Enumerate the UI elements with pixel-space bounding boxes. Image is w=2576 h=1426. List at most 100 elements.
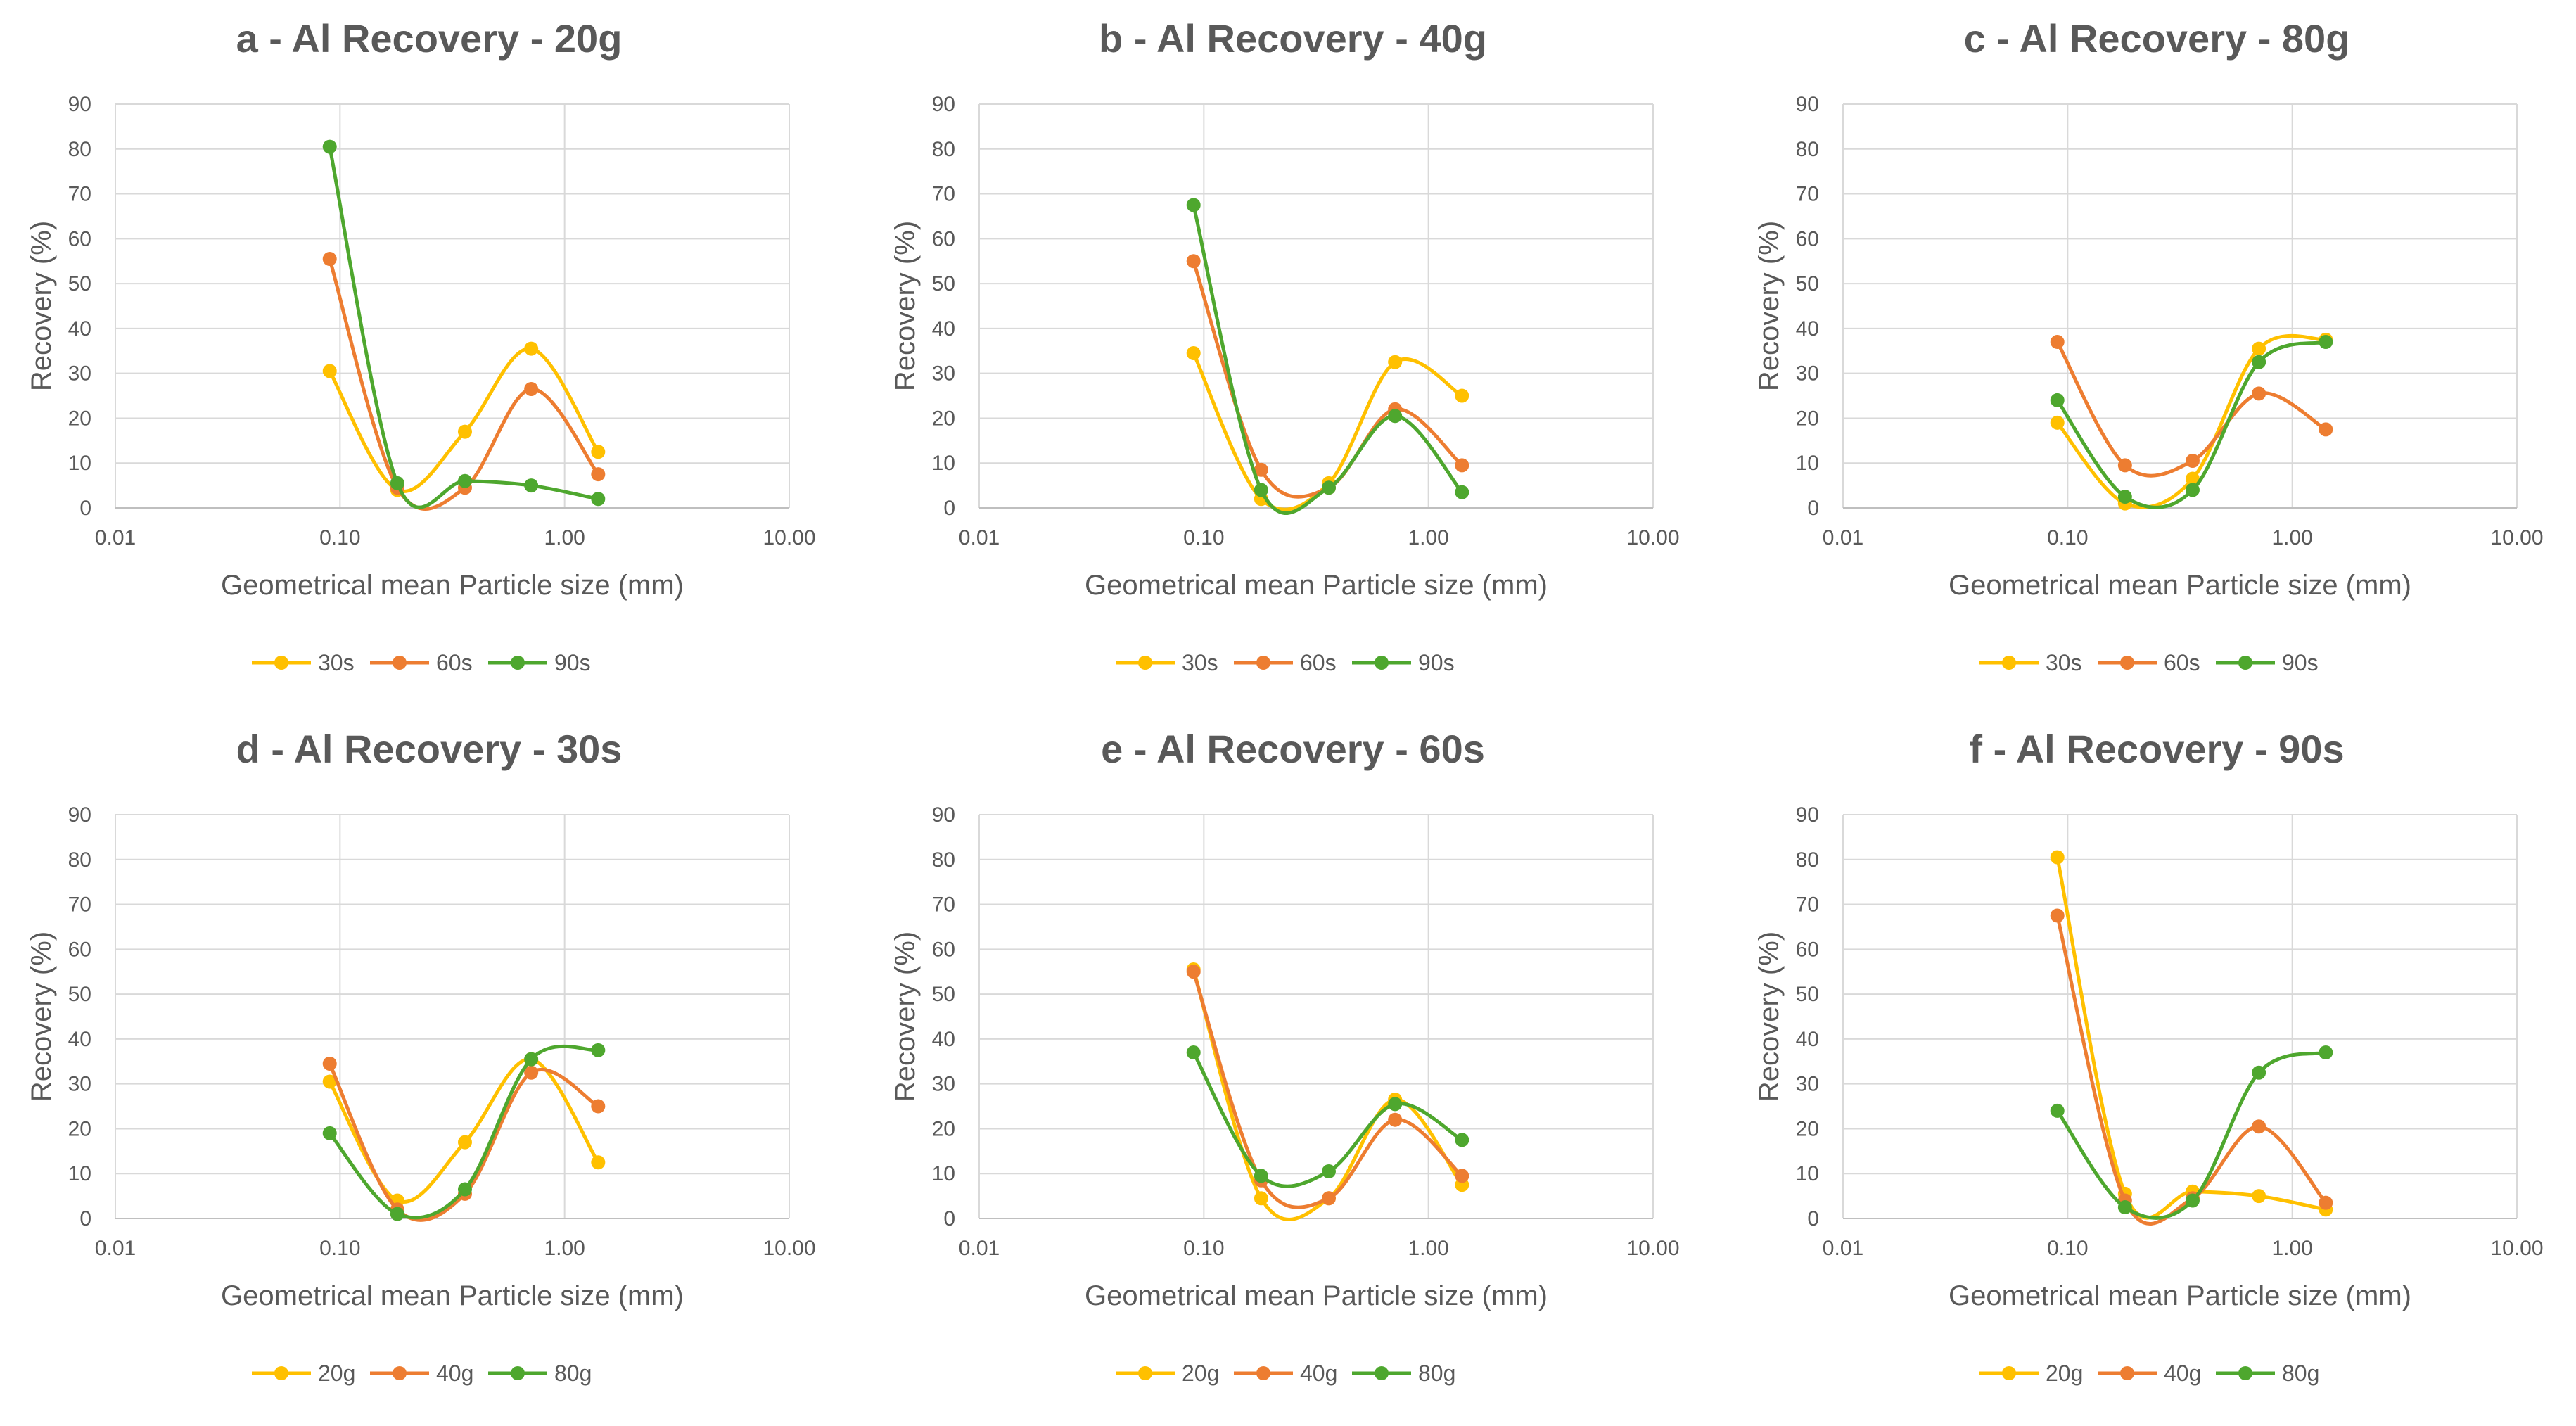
legend: 20g 40g 80g: [1116, 1361, 1455, 1386]
y-tick-label: 80: [1796, 848, 1819, 872]
chart-svg: 0 10 20 30 40 50 60 70 80 90 0.01 0.10 1.00 10.00 Geom…: [26, 93, 816, 675]
y-axis-label: Recovery (%): [26, 931, 57, 1102]
y-tick-label: 80: [68, 138, 91, 161]
data-point: [2117, 458, 2132, 473]
data-point: [2252, 1189, 2266, 1204]
data-point: [1254, 1191, 1268, 1206]
x-axis-label: Geometrical mean Particle size (mm): [1085, 570, 1548, 601]
x-tick-label: 1.00: [1408, 526, 1448, 549]
chart-panel-b: b - Al Recovery - 40g 0 10 20 30 40 50 60 70 80 9…: [864, 0, 1722, 704]
y-tick-label: 10: [932, 452, 955, 475]
y-tick-label: 30: [932, 1073, 955, 1096]
chart-title: f - Al Recovery - 90s: [1969, 727, 2345, 771]
series-line: [1192, 259, 1464, 499]
y-axis-label: Recovery (%): [890, 221, 921, 391]
chart-svg: 0 10 20 30 40 50 60 70 80 90 0.01 0.10 1.00 10.00 Geom…: [1754, 93, 2544, 675]
legend-label: 40g: [436, 1361, 473, 1386]
y-tick-label: 60: [68, 938, 91, 961]
x-tick-label: 0.10: [2047, 526, 2088, 549]
legend-label: 80g: [554, 1361, 592, 1386]
y-tick-label: 10: [68, 452, 91, 475]
legend-marker: [2002, 1366, 2016, 1380]
data-point: [1186, 254, 1201, 269]
data-point: [591, 445, 606, 459]
x-tick-label: 1.00: [544, 526, 585, 549]
data-point: [2050, 850, 2065, 865]
y-tick-label: 70: [1796, 893, 1819, 917]
data-point: [2050, 908, 2065, 923]
legend: 30s 60s 90s: [1116, 650, 1455, 675]
legend-label: 30s: [318, 650, 355, 675]
legend-marker: [511, 1366, 525, 1380]
data-point: [322, 1074, 337, 1089]
y-tick-label: 60: [932, 938, 955, 961]
y-tick-label: 30: [1796, 1073, 1819, 1096]
y-tick-label: 80: [68, 848, 91, 872]
y-tick-label: 20: [932, 407, 955, 430]
legend-marker: [274, 1366, 288, 1380]
gridlines: [115, 103, 790, 509]
data-point: [1388, 1112, 1403, 1127]
y-tick-label: 0: [943, 1207, 955, 1230]
y-tick-label: 70: [932, 183, 955, 206]
series-line: [328, 1057, 600, 1204]
series-80g: [322, 1043, 606, 1221]
y-tick-label: 90: [932, 803, 955, 827]
legend-marker: [393, 656, 407, 670]
series-line: [328, 257, 600, 511]
series-60s: [322, 252, 606, 511]
gridlines: [978, 814, 1654, 1219]
x-tick-label: 10.00: [1626, 526, 1679, 549]
x-tick-label: 0.10: [319, 1237, 360, 1260]
series-line: [1192, 969, 1464, 1209]
y-tick-label: 40: [68, 317, 91, 340]
x-tick-label: 1.00: [1408, 1237, 1448, 1260]
y-tick-label: 80: [932, 848, 955, 872]
y-tick-label: 50: [68, 983, 91, 1006]
data-point: [2050, 335, 2065, 350]
data-point: [2319, 1195, 2333, 1210]
y-tick-label: 0: [943, 497, 955, 520]
data-point: [1455, 1169, 1469, 1183]
legend-label: 90s: [2282, 650, 2319, 675]
y-tick-label: 70: [68, 893, 91, 917]
y-tick-label: 10: [1796, 1162, 1819, 1185]
legend: 20g 40g 80g: [1979, 1361, 2319, 1386]
legend-label: 40g: [1300, 1361, 1337, 1386]
legend-label: 40g: [2164, 1361, 2201, 1386]
y-tick-label: 90: [68, 93, 91, 116]
data-point: [2117, 490, 2132, 504]
data-point: [1186, 1045, 1201, 1060]
y-tick-label: 70: [1796, 183, 1819, 206]
data-point: [1388, 1097, 1403, 1112]
x-tick-label: 1.00: [544, 1237, 585, 1260]
legend-marker: [1375, 1366, 1389, 1380]
gridlines: [978, 103, 1654, 509]
data-point: [2319, 1045, 2333, 1060]
x-tick-label: 0.10: [319, 526, 360, 549]
y-tick-label: 90: [1796, 93, 1819, 116]
legend-marker: [2238, 1366, 2252, 1380]
y-tick-label: 40: [68, 1028, 91, 1051]
data-point: [524, 381, 539, 396]
legend-label: 20g: [318, 1361, 355, 1386]
chart-panel-d: d - Al Recovery - 30s 0 10 20 30 40 50 60 70 80 9…: [0, 711, 858, 1414]
legend-marker: [2238, 656, 2252, 670]
data-point: [1321, 1164, 1336, 1179]
x-tick-label: 0.10: [1183, 1237, 1224, 1260]
legend-marker: [1138, 1366, 1152, 1380]
data-point: [1455, 1133, 1469, 1147]
data-point: [2185, 454, 2200, 469]
chart-title: c - Al Recovery - 80g: [1963, 16, 2350, 61]
y-tick-label: 60: [68, 227, 91, 250]
chart-svg: 0 10 20 30 40 50 60 70 80 90 0.01 0.10 1.00 10.00 Geom…: [890, 93, 1680, 675]
x-tick-label: 10.00: [2490, 1237, 2543, 1260]
legend-marker: [393, 1366, 407, 1380]
y-axis-label: Recovery (%): [1754, 221, 1785, 391]
y-tick-label: 60: [1796, 227, 1819, 250]
legend: 20g 40g 80g: [252, 1361, 592, 1386]
y-tick-label: 40: [1796, 317, 1819, 340]
legend-label: 60s: [2164, 650, 2200, 675]
x-tick-label: 10.00: [1626, 1237, 1679, 1260]
x-tick-label: 10.00: [2490, 526, 2543, 549]
